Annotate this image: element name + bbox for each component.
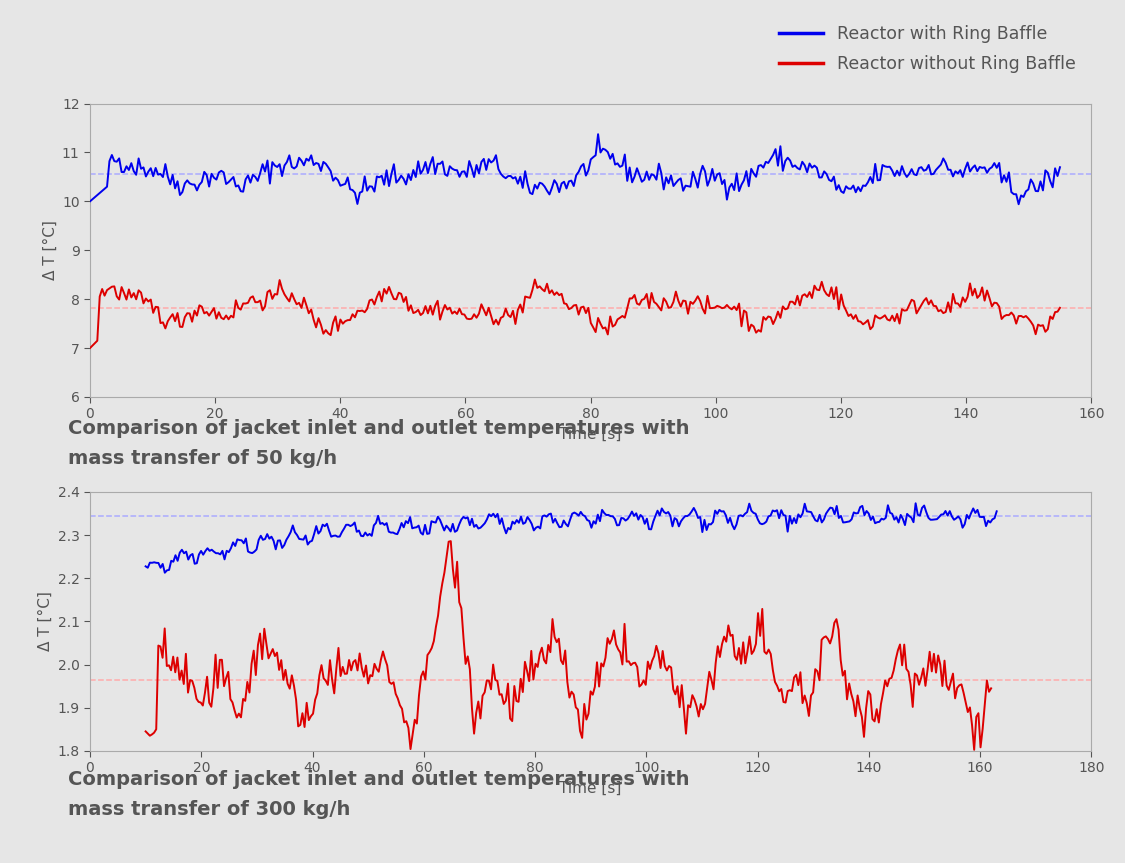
Text: mass transfer of 50 kg/h: mass transfer of 50 kg/h: [68, 449, 336, 468]
Y-axis label: Δ T [°C]: Δ T [°C]: [43, 220, 57, 280]
Text: Comparison of jacket inlet and outlet temperatures with: Comparison of jacket inlet and outlet te…: [68, 419, 688, 438]
Legend: Reactor with Ring Baffle, Reactor without Ring Baffle: Reactor with Ring Baffle, Reactor withou…: [773, 18, 1082, 80]
Y-axis label: Δ T [°C]: Δ T [°C]: [38, 591, 53, 652]
X-axis label: Time [s]: Time [s]: [559, 781, 622, 796]
Text: Comparison of jacket inlet and outlet temperatures with: Comparison of jacket inlet and outlet te…: [68, 770, 688, 789]
X-axis label: Time [s]: Time [s]: [559, 427, 622, 442]
Text: mass transfer of 300 kg/h: mass transfer of 300 kg/h: [68, 800, 350, 819]
